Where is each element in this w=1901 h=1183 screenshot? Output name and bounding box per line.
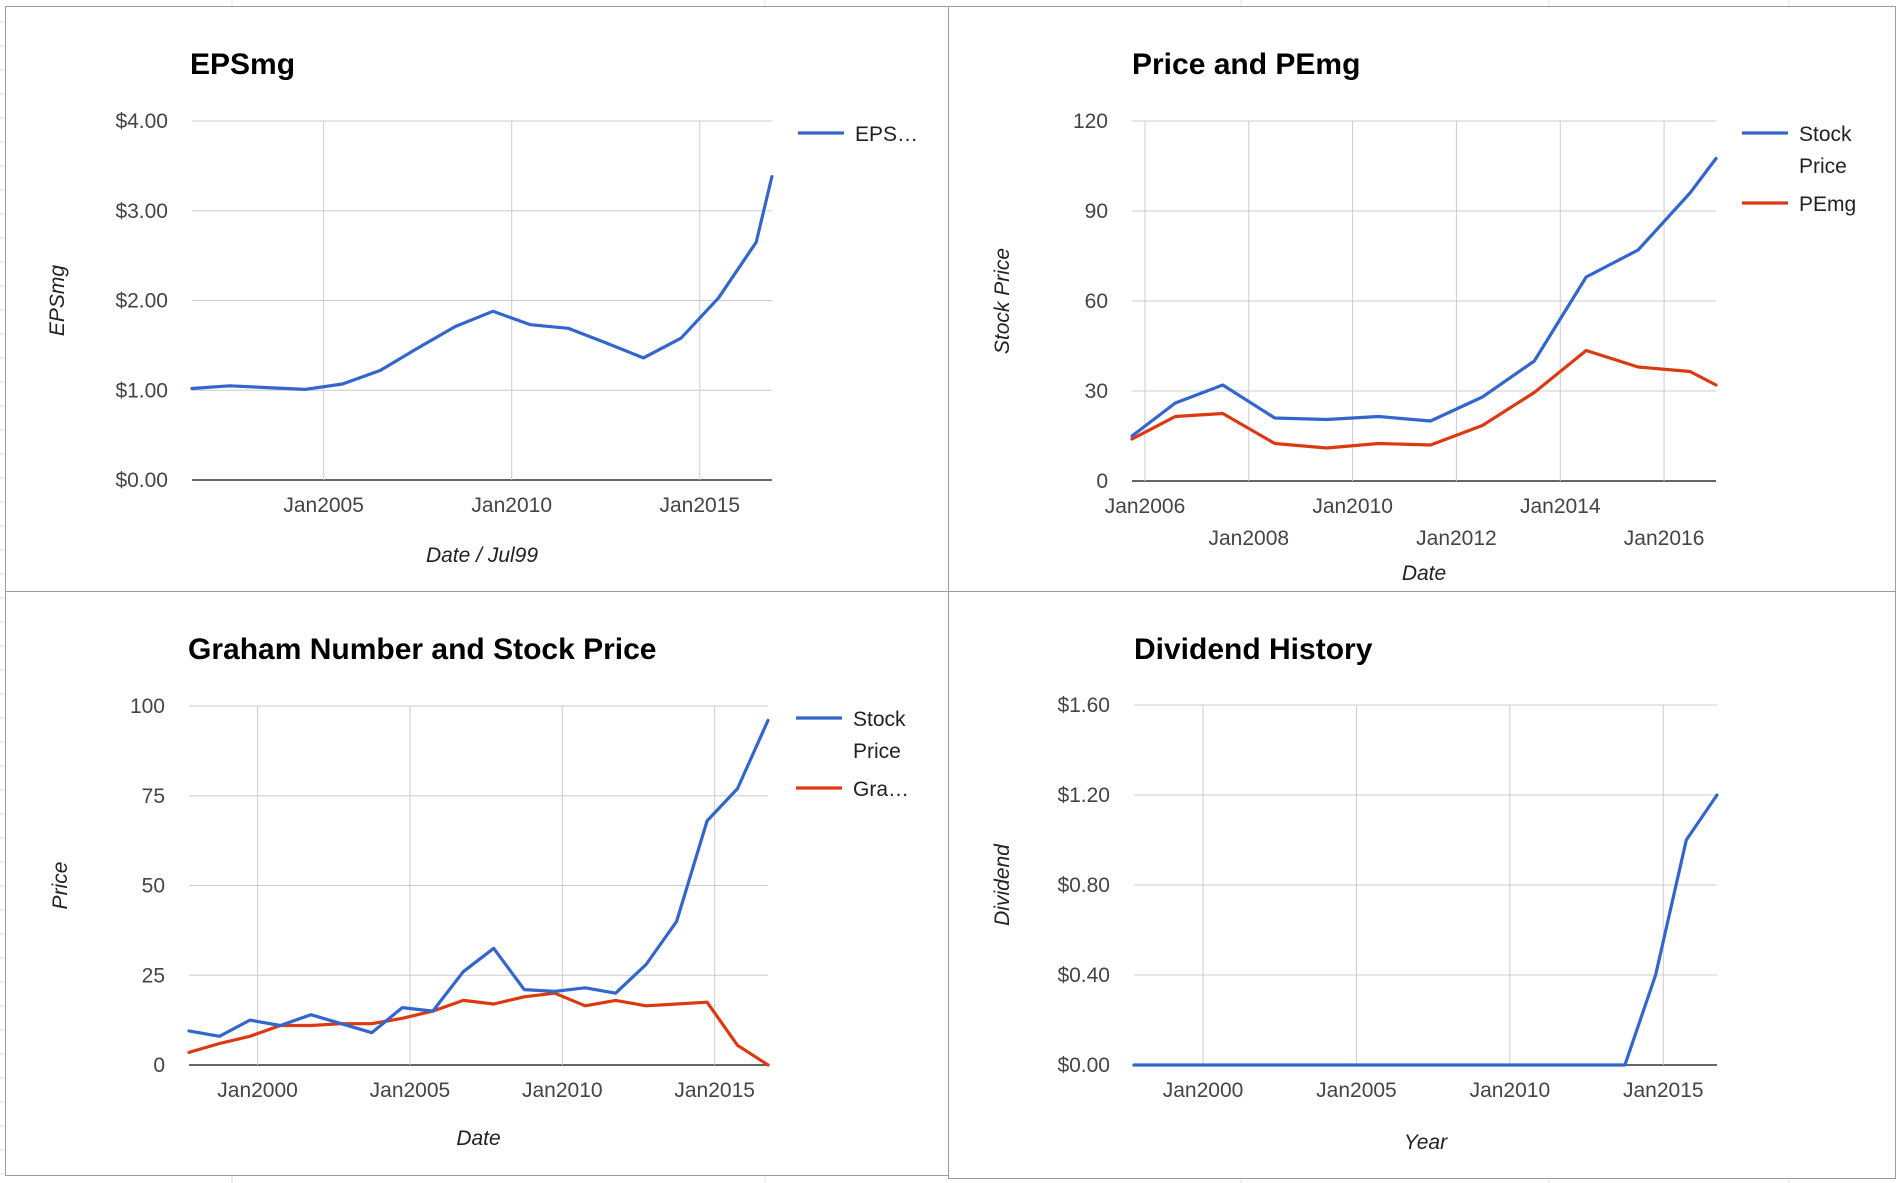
chart-title: EPSmg (190, 48, 295, 81)
x-axis-title: Date / Jul99 (426, 544, 538, 567)
legend-label[interactable]: Stock (853, 708, 906, 731)
chart-panel-epsmg[interactable]: EPSmg $0.00 $1.00 $2.00 $3.00 $4.00 Jan2005 Jan… (5, 6, 949, 592)
dividend-history-chart: Dividend History $0.00 $0.40 $0.80 $1.20 $1.6… (991, 633, 1719, 1154)
x-tick-label: Jan2005 (283, 494, 364, 517)
legend-label[interactable]: Price (853, 740, 901, 763)
y-tick-label: 25 (142, 964, 165, 987)
y-tick-label: 120 (1073, 110, 1108, 133)
x-tick-label: Jan2005 (1316, 1079, 1397, 1102)
chart-title: Graham Number and Stock Price (188, 633, 657, 666)
chart-panel-graham-number[interactable]: Graham Number and Stock Price 0 25 50 75 100 J… (5, 591, 949, 1176)
legend-label[interactable]: EPS… (855, 123, 918, 146)
series-line-primary (190, 175, 774, 391)
y-tick-label: 60 (1085, 290, 1108, 313)
y-tick-label: 0 (153, 1054, 165, 1077)
x-tick-label: Jan2000 (1163, 1079, 1244, 1102)
x-tick-label: Jan2010 (1312, 495, 1393, 518)
y-tick-label: $0.80 (1057, 874, 1110, 897)
price-pemg-chart: Price and PEmg 0 30 60 90 120 Jan2006 Jan2008 Ja… (991, 48, 1856, 585)
chart-panel-price-pemg[interactable]: Price and PEmg 0 30 60 90 120 Jan2006 Jan2008 Ja… (948, 6, 1896, 592)
legend-label[interactable]: Price (1799, 155, 1847, 178)
x-tick-label: Jan2015 (1623, 1079, 1704, 1102)
series-line-secondary (187, 991, 770, 1067)
y-tick-label: $0.00 (115, 469, 168, 492)
y-tick-label: $1.60 (1057, 694, 1110, 717)
x-axis-title: Date (1402, 562, 1446, 585)
series-line-primary (187, 718, 770, 1038)
x-tick-label: Jan2010 (1470, 1079, 1551, 1102)
x-tick-label: Jan2016 (1624, 527, 1705, 550)
chart-panel-dividend-history[interactable]: Dividend History $0.00 $0.40 $0.80 $1.20 $1.6… (948, 591, 1896, 1179)
x-tick-label: Jan2015 (674, 1079, 755, 1102)
y-tick-label: $2.00 (115, 290, 168, 313)
y-tick-label: $0.40 (1057, 964, 1110, 987)
x-tick-label: Jan2010 (522, 1079, 603, 1102)
y-axis-title: Price (49, 862, 72, 910)
x-tick-label: Jan2010 (471, 494, 552, 517)
y-tick-label: 30 (1085, 380, 1108, 403)
y-axis-title: Stock Price (991, 248, 1014, 354)
y-tick-label: $1.00 (115, 379, 168, 402)
y-tick-label: 100 (130, 695, 165, 718)
x-axis-title: Year (1404, 1131, 1448, 1154)
x-tick-label: Jan2005 (370, 1079, 451, 1102)
graham-number-chart: Graham Number and Stock Price 0 25 50 75 100 J… (49, 633, 909, 1150)
y-tick-label: 50 (142, 875, 165, 898)
legend-label[interactable]: PEmg (1799, 193, 1856, 216)
y-axis-title: EPSmg (46, 265, 69, 337)
y-tick-label: 90 (1085, 200, 1108, 223)
y-tick-label: $4.00 (115, 110, 168, 133)
y-tick-label: 75 (142, 785, 165, 808)
y-axis-title: Dividend (991, 843, 1014, 926)
chart-title: Dividend History (1134, 633, 1373, 666)
legend-label[interactable]: Stock (1799, 123, 1852, 146)
x-tick-label: Jan2014 (1520, 495, 1601, 518)
epsmg-chart: EPSmg $0.00 $1.00 $2.00 $3.00 $4.00 Jan2005 Jan… (46, 48, 918, 567)
series-line-primary (1130, 156, 1718, 438)
x-tick-label: Jan2006 (1105, 495, 1186, 518)
series-line-secondary (1130, 348, 1718, 450)
x-tick-label: Jan2000 (217, 1079, 298, 1102)
x-tick-label: Jan2015 (659, 494, 740, 517)
y-tick-label: 0 (1096, 470, 1108, 493)
x-tick-label: Jan2012 (1416, 527, 1497, 550)
x-tick-label: Jan2008 (1209, 527, 1290, 550)
y-tick-label: $3.00 (115, 200, 168, 223)
y-tick-label: $0.00 (1057, 1054, 1110, 1077)
x-axis-title: Date (456, 1127, 500, 1150)
legend-label[interactable]: Gra… (853, 778, 909, 801)
chart-title: Price and PEmg (1132, 48, 1360, 81)
series-line-primary (1132, 793, 1719, 1067)
y-tick-label: $1.20 (1057, 784, 1110, 807)
